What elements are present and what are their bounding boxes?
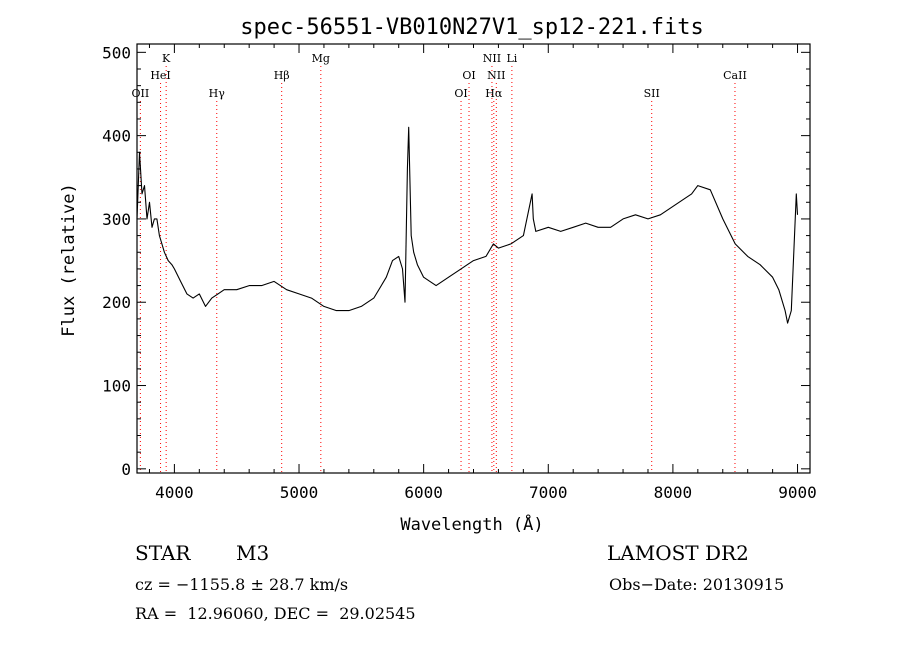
y-tick-label: 0: [121, 460, 131, 479]
y-tick-label: 100: [102, 377, 131, 396]
plot-frame: [136, 43, 811, 474]
object-class: STAR: [135, 541, 191, 565]
line-marker-label: Hγ: [209, 87, 226, 100]
y-tick-label: 400: [102, 127, 131, 146]
x-axis-label: Wavelength (Å): [400, 513, 543, 535]
line-marker-label: OI: [462, 69, 475, 82]
line-marker-label: Li: [506, 52, 517, 65]
coordinates: RA = 12.96060, DEC = 29.02545: [135, 604, 416, 623]
chart-title: spec-56551-VB010N27V1_sp12-221.fits: [240, 15, 704, 40]
line-marker-label: K: [162, 52, 171, 65]
line-marker-label: NII: [483, 52, 501, 65]
x-tick-label: 6000: [404, 483, 443, 502]
line-marker-label: OII: [132, 87, 150, 100]
y-tick-label: 200: [102, 293, 131, 312]
x-tick-label: 9000: [778, 483, 817, 502]
redshift-velocity: cz = −1155.8 ± 28.7 km/s: [135, 575, 349, 594]
obs-date: Obs−Date: 20130915: [609, 575, 785, 594]
x-tick-label: 8000: [654, 483, 693, 502]
y-tick-label: 500: [102, 43, 131, 62]
x-tick-label: 4000: [155, 483, 194, 502]
line-marker-label: Hβ: [274, 69, 290, 82]
survey-name: LAMOST DR2: [607, 541, 749, 565]
line-marker-label: CaII: [723, 69, 747, 82]
line-marker-label: Hα: [485, 87, 503, 100]
line-marker-label: HeI: [150, 69, 170, 82]
y-axis-label: Flux (relative): [59, 183, 79, 337]
spectrum-line: [136, 126, 799, 324]
line-marker-label: OI: [454, 87, 467, 100]
x-tick-label: 7000: [529, 483, 568, 502]
line-marker-label: Mg: [312, 52, 330, 65]
line-marker-label: NII: [487, 69, 505, 82]
y-tick-label: 300: [102, 210, 131, 229]
line-marker-label: SII: [644, 87, 660, 100]
subclass: M3: [236, 541, 270, 565]
x-tick-label: 5000: [280, 483, 319, 502]
